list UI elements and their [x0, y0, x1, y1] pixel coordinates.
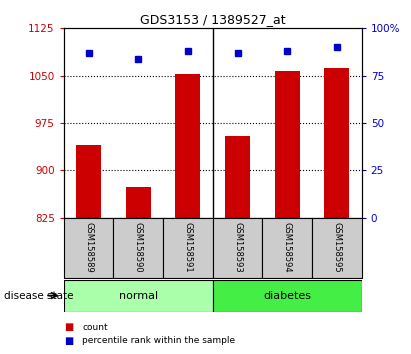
Text: GSM158590: GSM158590	[134, 222, 143, 273]
Text: percentile rank within the sample: percentile rank within the sample	[82, 336, 236, 346]
Text: normal: normal	[119, 291, 158, 301]
Text: GSM158589: GSM158589	[84, 222, 93, 273]
Text: GSM158594: GSM158594	[283, 222, 292, 273]
Bar	[64, 280, 213, 312]
Bar	[113, 218, 163, 278]
Text: GSM158595: GSM158595	[332, 222, 342, 273]
Text: diabetes: diabetes	[263, 291, 311, 301]
Bar	[126, 187, 150, 218]
Text: GSM158591: GSM158591	[183, 222, 192, 273]
Title: GDS3153 / 1389527_at: GDS3153 / 1389527_at	[140, 13, 286, 26]
Text: count: count	[82, 323, 108, 332]
Bar	[76, 145, 101, 218]
Bar	[262, 218, 312, 278]
Bar	[163, 218, 213, 278]
Bar	[324, 68, 349, 218]
Bar	[213, 280, 362, 312]
Text: ■: ■	[64, 322, 73, 332]
Bar	[213, 218, 262, 278]
Text: disease state: disease state	[4, 291, 74, 301]
Bar	[275, 71, 300, 218]
Bar	[225, 136, 250, 218]
Bar	[64, 218, 113, 278]
Text: ■: ■	[64, 336, 73, 346]
Bar	[175, 74, 200, 218]
Bar	[312, 218, 362, 278]
Text: GSM158593: GSM158593	[233, 222, 242, 273]
